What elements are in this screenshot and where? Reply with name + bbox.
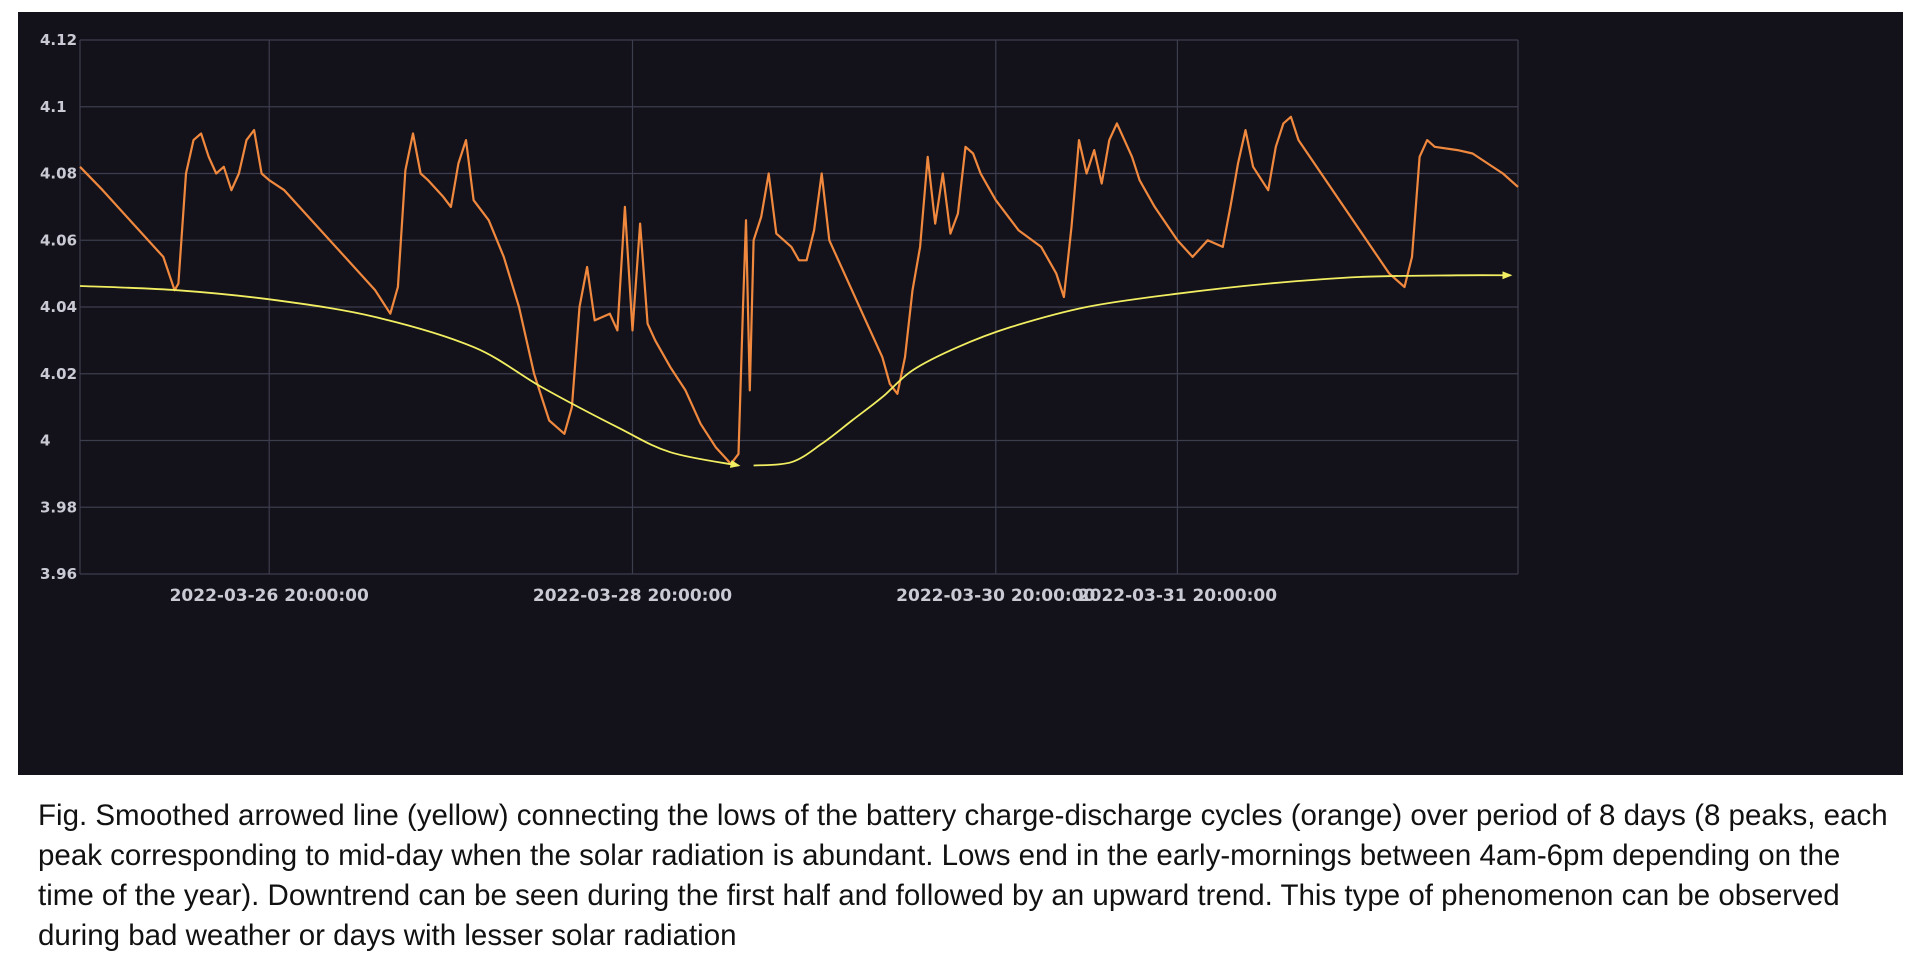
x-tick-label: 2022-03-26 20:00:00 [170, 586, 369, 606]
y-tick-label: 4.04 [40, 298, 77, 316]
y-tick-label: 4.1 [40, 98, 67, 116]
chart-panel: 4.12 4.1 4.08 4.06 4.04 4.02 4 3.98 3.96 2022-03… [18, 12, 1903, 775]
grid [79, 39, 1519, 575]
y-tick-label: 3.98 [40, 498, 77, 516]
x-tick-label: 2022-03-31 20:00:00 [1078, 586, 1277, 606]
series-lines [79, 115, 1519, 468]
figure-caption: Fig. Smoothed arrowed line (yellow) conn… [38, 799, 1888, 952]
trend-line-down [79, 285, 741, 468]
battery-voltage-line [79, 115, 1519, 465]
y-tick-label: 4.06 [40, 231, 77, 249]
x-tick-label: 2022-03-30 20:00:00 [896, 586, 1095, 606]
trend-line-up [753, 271, 1513, 467]
x-axis-ticks: 2022-03-26 20:00:00 2022-03-28 20:00:00 20… [170, 586, 1278, 606]
y-tick-label: 3.96 [40, 565, 77, 583]
line-chart: 4.12 4.1 4.08 4.06 4.04 4.02 4 3.98 3.96 2022-03… [40, 31, 1519, 606]
y-axis-ticks: 4.12 4.1 4.08 4.06 4.04 4.02 4 3.98 3.96 [40, 31, 77, 583]
x-tick-label: 2022-03-28 20:00:00 [533, 586, 732, 606]
y-tick-label: 4.12 [40, 31, 77, 49]
y-tick-label: 4 [40, 432, 50, 450]
y-tick-label: 4.08 [40, 165, 77, 183]
y-tick-label: 4.02 [40, 365, 77, 383]
